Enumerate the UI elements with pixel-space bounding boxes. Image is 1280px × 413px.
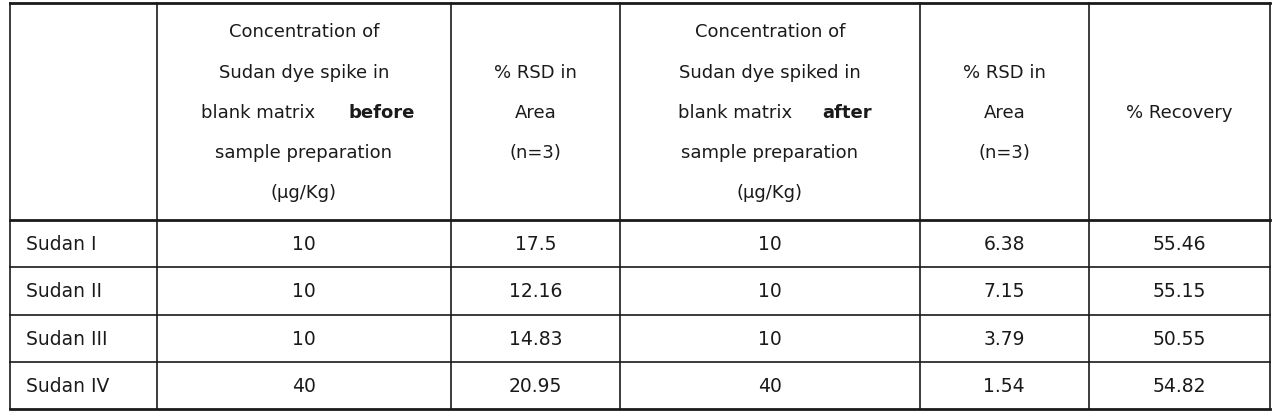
Text: (µg/Kg): (µg/Kg): [737, 183, 803, 202]
Text: 3.79: 3.79: [983, 329, 1025, 348]
Text: 17.5: 17.5: [515, 235, 557, 254]
Text: (µg/Kg): (µg/Kg): [271, 183, 337, 202]
Text: Area: Area: [983, 103, 1025, 121]
Text: 10: 10: [758, 235, 782, 254]
Text: % RSD in: % RSD in: [963, 63, 1046, 81]
Text: 40: 40: [758, 376, 782, 395]
Text: 50.55: 50.55: [1153, 329, 1206, 348]
Text: 12.16: 12.16: [509, 282, 562, 301]
Text: (n=3): (n=3): [509, 143, 562, 161]
Text: 14.83: 14.83: [508, 329, 562, 348]
Text: Sudan IV: Sudan IV: [26, 376, 109, 395]
Text: 55.15: 55.15: [1153, 282, 1206, 301]
Text: Concentration of: Concentration of: [695, 23, 845, 41]
Text: Concentration of: Concentration of: [229, 23, 379, 41]
Text: % RSD in: % RSD in: [494, 63, 577, 81]
Text: 10: 10: [758, 329, 782, 348]
Text: Sudan dye spiked in: Sudan dye spiked in: [678, 63, 860, 81]
Text: Sudan III: Sudan III: [26, 329, 108, 348]
Text: 40: 40: [292, 376, 316, 395]
Text: Sudan dye spike in: Sudan dye spike in: [219, 63, 389, 81]
Text: (n=3): (n=3): [978, 143, 1030, 161]
Text: 10: 10: [292, 235, 316, 254]
Text: 1.54: 1.54: [983, 376, 1025, 395]
Text: 6.38: 6.38: [983, 235, 1025, 254]
Text: 54.82: 54.82: [1153, 376, 1206, 395]
Text: 20.95: 20.95: [509, 376, 562, 395]
Text: 10: 10: [758, 282, 782, 301]
Text: Sudan I: Sudan I: [26, 235, 96, 254]
Text: blank matrix: blank matrix: [201, 103, 321, 121]
Text: 7.15: 7.15: [983, 282, 1025, 301]
Text: % Recovery: % Recovery: [1126, 103, 1233, 121]
Text: Area: Area: [515, 103, 557, 121]
Text: 10: 10: [292, 329, 316, 348]
Text: Sudan II: Sudan II: [26, 282, 101, 301]
Text: 10: 10: [292, 282, 316, 301]
Text: 55.46: 55.46: [1153, 235, 1206, 254]
Text: after: after: [823, 103, 872, 121]
Text: sample preparation: sample preparation: [681, 143, 859, 161]
Text: before: before: [348, 103, 415, 121]
Text: blank matrix: blank matrix: [678, 103, 797, 121]
Text: sample preparation: sample preparation: [215, 143, 393, 161]
